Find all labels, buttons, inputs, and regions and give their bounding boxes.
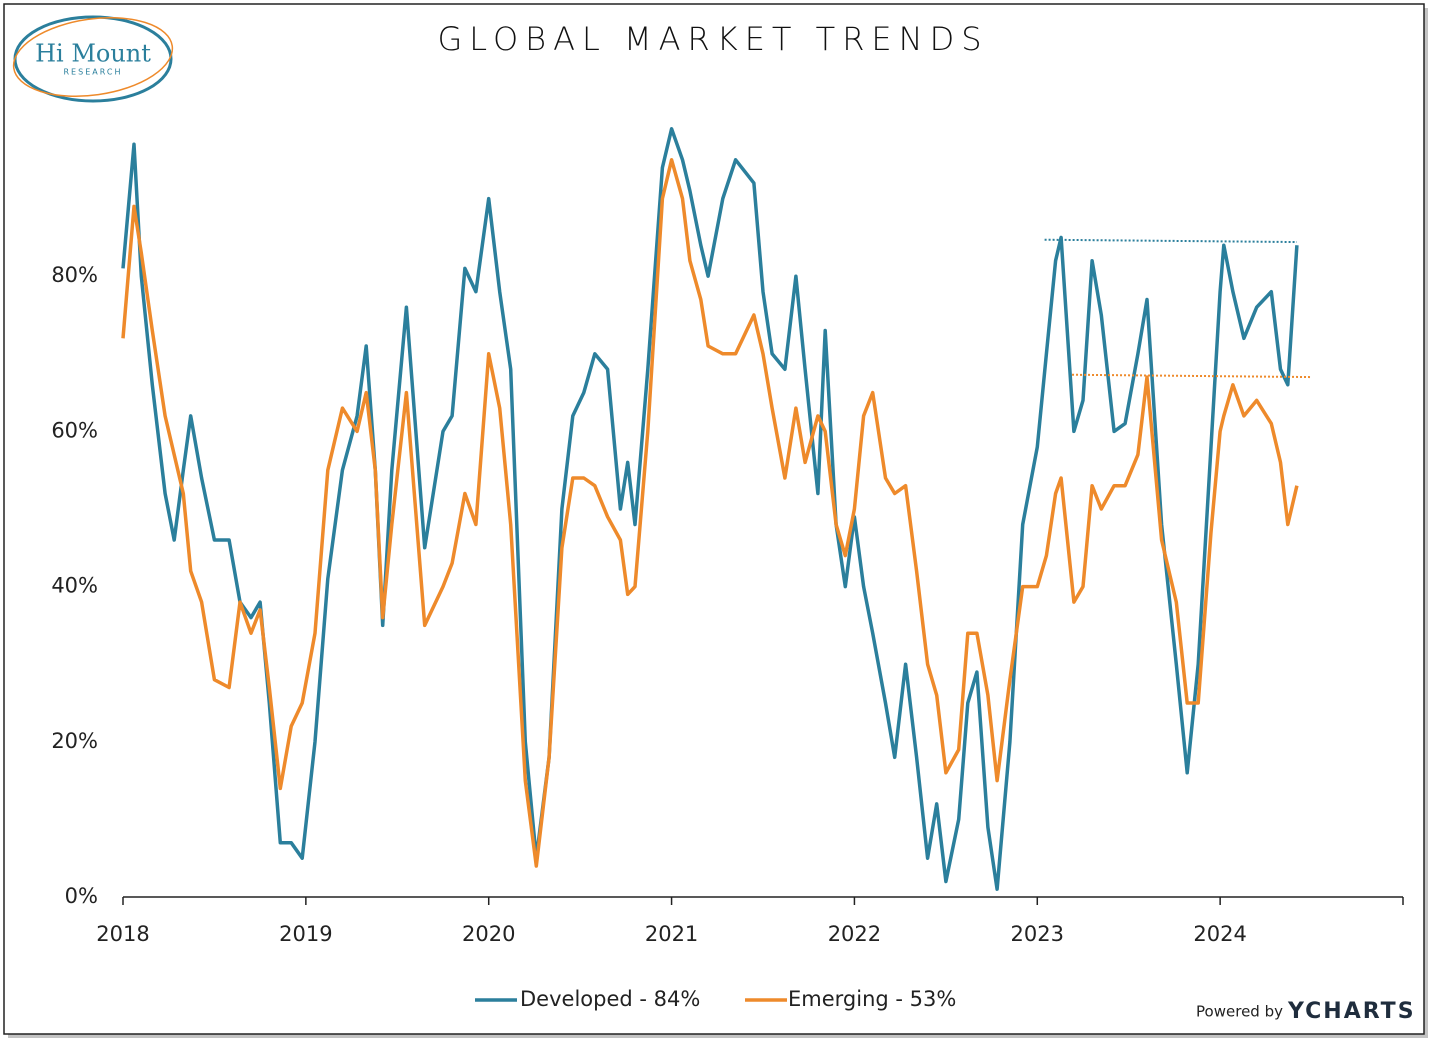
x-tick-label: 2022 bbox=[828, 922, 881, 946]
logo-text: Hi Mount bbox=[35, 40, 151, 68]
logo-ring bbox=[12, 17, 174, 97]
x-tick-label: 2024 bbox=[1193, 922, 1246, 946]
logo-subtext: RESEARCH bbox=[64, 68, 123, 77]
y-tick-label: 0% bbox=[65, 884, 98, 908]
x-tick-label: 2020 bbox=[462, 922, 515, 946]
x-tick-label: 2019 bbox=[279, 922, 332, 946]
series-line bbox=[121, 158, 1299, 868]
credit-prefix: Powered by bbox=[1196, 1003, 1283, 1021]
credit-brand: YCHARTS bbox=[1287, 999, 1416, 1024]
legend-label: Developed - 84% bbox=[520, 987, 700, 1011]
legend-label: Emerging - 53% bbox=[788, 987, 956, 1011]
series-line bbox=[121, 127, 1299, 891]
x-tick-label: 2018 bbox=[96, 922, 149, 946]
y-tick-label: 20% bbox=[51, 729, 98, 753]
chart-title: GLOBAL MARKET TRENDS bbox=[437, 20, 988, 58]
x-tick-label: 2023 bbox=[1011, 922, 1064, 946]
frame bbox=[3, 3, 1425, 1035]
x-tick-label: 2021 bbox=[645, 922, 698, 946]
y-tick-label: 60% bbox=[51, 418, 98, 442]
y-tick-label: 40% bbox=[51, 574, 98, 598]
y-tick-label: 80% bbox=[51, 263, 98, 287]
